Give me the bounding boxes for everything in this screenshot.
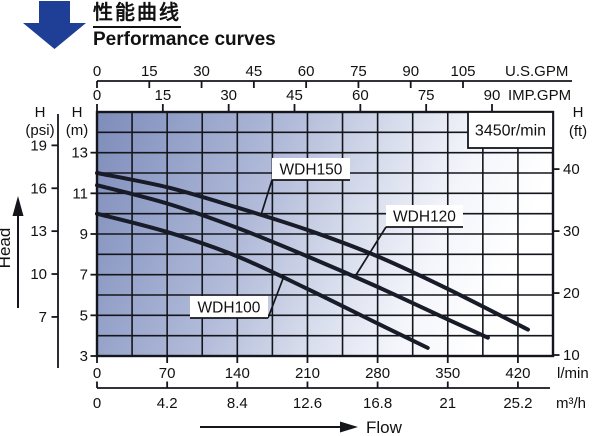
svg-text:U.S.GPM: U.S.GPM	[505, 63, 568, 80]
grid	[97, 112, 553, 356]
svg-text:3: 3	[80, 348, 88, 365]
svg-text:30: 30	[193, 63, 210, 80]
page-title-cn: 性能曲线	[93, 1, 181, 28]
svg-text:7: 7	[80, 267, 88, 284]
svg-text:10: 10	[30, 266, 47, 283]
curve-wdh100	[95, 211, 430, 350]
svg-text:0: 0	[93, 87, 101, 104]
svg-text:75: 75	[350, 63, 367, 80]
svg-text:0: 0	[93, 63, 101, 80]
svg-text:IMP.GPM: IMP.GPM	[508, 87, 571, 104]
svg-text:280: 280	[365, 365, 390, 382]
svg-text:WDH150: WDH150	[280, 162, 343, 179]
svg-text:Head: Head	[0, 228, 14, 269]
svg-text:l/min: l/min	[557, 365, 589, 382]
svg-text:m³/h: m³/h	[556, 395, 586, 412]
axis-ft: 40 30 20 10 H (ft)	[553, 104, 587, 364]
axis-psi: 19 16 13 10 7 H(psi)	[25, 104, 59, 368]
down-arrow-icon	[23, 1, 86, 49]
svg-text:WDH100: WDH100	[198, 300, 261, 317]
svg-text:16.8: 16.8	[363, 395, 392, 412]
svg-text:75: 75	[418, 87, 435, 104]
curve-label-wdh150: WDH150	[260, 158, 350, 216]
svg-text:420: 420	[505, 365, 530, 382]
svg-text:140: 140	[225, 365, 250, 382]
svg-text:(ft): (ft)	[569, 123, 587, 140]
svg-text:19: 19	[30, 137, 47, 154]
svg-text:7: 7	[39, 309, 47, 326]
svg-text:45: 45	[286, 87, 303, 104]
svg-text:Flow: Flow	[366, 418, 403, 436]
svg-text:H: H	[72, 104, 83, 121]
axis-m3-h: 0 4.2 8.4 12.6 16.8 21 25.2 m³/h	[93, 381, 586, 412]
axis-imp-gpm: 0 15 30 45 60 75 90 IMP.GPM	[93, 87, 571, 112]
curve-label-wdh120: WDH120	[355, 205, 463, 276]
axis-l-min: 0 70 140 210 280 350 420 l/min	[93, 356, 589, 382]
svg-text:90: 90	[402, 63, 419, 80]
flow-axis-title: Flow	[200, 418, 403, 436]
svg-text:0: 0	[93, 365, 101, 382]
svg-text:40: 40	[563, 161, 580, 178]
svg-text:WDH120: WDH120	[393, 209, 456, 226]
chart-header: 性能曲线 Performance curves	[93, 1, 276, 50]
svg-text:4.2: 4.2	[157, 395, 178, 412]
svg-text:90: 90	[484, 87, 501, 104]
svg-text:20: 20	[563, 285, 580, 302]
rpm-annotation: 3450r/min	[467, 111, 554, 149]
svg-text:(m): (m)	[66, 122, 89, 139]
svg-text:15: 15	[154, 87, 171, 104]
svg-text:30: 30	[220, 87, 237, 104]
svg-text:13: 13	[71, 145, 88, 162]
curve-wdh120	[95, 183, 490, 340]
svg-text:H: H	[35, 104, 46, 121]
page-title-en: Performance curves	[93, 29, 276, 50]
svg-text:70: 70	[159, 365, 176, 382]
axis-m: 13 11 9 7 5 3 H(m)	[66, 104, 97, 365]
curve-label-wdh100: WDH100	[190, 275, 285, 319]
curve-wdh150	[95, 171, 530, 332]
down-arrow-shape	[23, 1, 86, 49]
svg-text:9: 9	[80, 226, 88, 243]
svg-text:8.4: 8.4	[227, 395, 248, 412]
head-axis-title: Head	[0, 196, 24, 308]
svg-text:5: 5	[80, 307, 88, 324]
svg-text:105: 105	[450, 63, 475, 80]
up-arrow-icon	[12, 196, 24, 216]
svg-text:60: 60	[298, 63, 315, 80]
svg-text:15: 15	[141, 63, 158, 80]
svg-text:13: 13	[30, 223, 47, 240]
svg-text:0: 0	[93, 395, 101, 412]
right-arrow-icon	[340, 421, 358, 433]
svg-text:H: H	[573, 104, 584, 121]
svg-text:3450r/min: 3450r/min	[475, 123, 546, 140]
svg-text:(psi): (psi)	[25, 122, 54, 139]
svg-text:10: 10	[563, 347, 580, 364]
svg-text:25.2: 25.2	[503, 395, 532, 412]
svg-text:350: 350	[435, 365, 460, 382]
svg-text:21: 21	[439, 395, 456, 412]
axis-us-gpm: 0 15 30 45 60 75 90 105 U.S.GPM	[93, 63, 572, 88]
svg-text:60: 60	[352, 87, 369, 104]
svg-text:30: 30	[563, 223, 580, 240]
svg-text:16: 16	[30, 180, 47, 197]
svg-text:210: 210	[295, 365, 320, 382]
svg-text:12.6: 12.6	[293, 395, 322, 412]
svg-text:11: 11	[72, 185, 88, 202]
svg-text:45: 45	[246, 63, 263, 80]
